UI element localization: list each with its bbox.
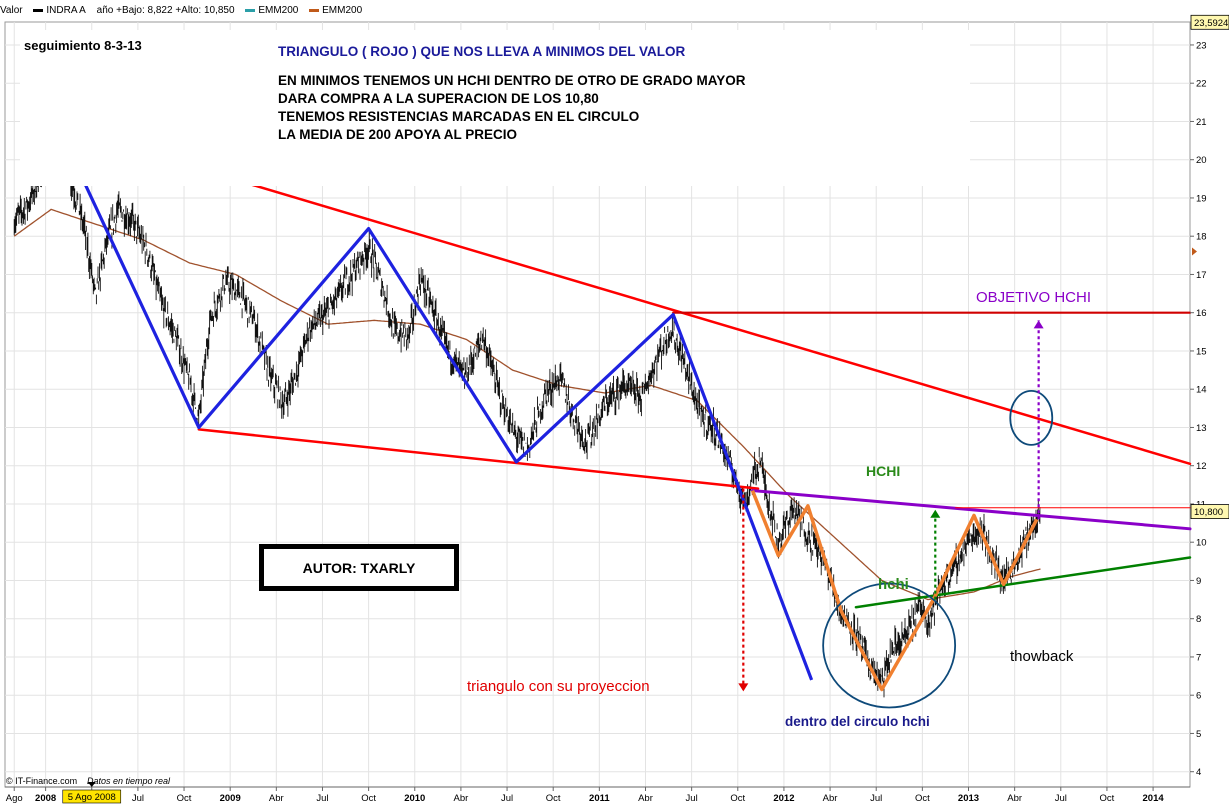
x-tick-label: Oct — [361, 793, 376, 804]
y-tick-label: 22 — [1196, 79, 1207, 90]
y-highlight-box — [1190, 14, 1229, 30]
y-tick-label: 6 — [1196, 691, 1201, 702]
triangle-projection-arrow-head — [738, 683, 749, 692]
y-tick-label: 19 — [1196, 193, 1207, 204]
chart-annotations: seguimiento 8-3-13 TRIANGULO ( ROJO ) QU… — [6, 30, 1091, 786]
x-tick-label: Jul — [1055, 793, 1067, 804]
price-bars — [13, 116, 1041, 698]
x-tick-label: Abr — [454, 793, 469, 804]
legend-label: Valor — [0, 5, 23, 16]
x-tick-label: Jul — [501, 793, 513, 804]
ema-200-line — [13, 208, 1041, 601]
legend-ema-1: EMM200 — [245, 5, 298, 16]
author-box-inner — [264, 549, 454, 586]
y-tick-label: 10 — [1196, 538, 1207, 549]
note-title: TRIANGULO ( ROJO ) QUE NOS LLEVA A MINIM… — [278, 44, 686, 59]
x-tick-label: Ago — [6, 793, 23, 804]
note-background — [20, 30, 970, 186]
y-tick-label: 23 — [1196, 40, 1207, 51]
triangle-projection-label: triangulo con su proyeccion — [467, 678, 650, 695]
x-tick-label: Oct — [915, 793, 930, 804]
x-tick-label: Oct — [730, 793, 745, 804]
cursor-date-label: 5 Ago 2008 — [68, 792, 116, 803]
x-tick-label: 2009 — [220, 793, 241, 804]
y-tick-label: 9 — [1196, 576, 1201, 587]
x-tick-label: 2013 — [958, 793, 979, 804]
legend-instrument: INDRA A — [33, 5, 86, 16]
y-tick-label: 5 — [1196, 729, 1201, 740]
y-tick-label: 18 — [1196, 232, 1207, 243]
x-tick-label: Abr — [269, 793, 284, 804]
cursor-date-box — [62, 789, 122, 804]
y-tick-label: 14 — [1196, 385, 1207, 396]
resistance-circle — [1009, 389, 1054, 446]
circle-note-label: dentro del circulo hchi — [785, 714, 930, 729]
follow-up-date: seguimiento 8-3-13 — [24, 38, 142, 53]
x-tick-label: Oct — [1100, 793, 1115, 804]
author-label: AUTOR: TXARLY — [303, 560, 416, 576]
y-tick-label: 20 — [1196, 155, 1207, 166]
legend-ema-2: EMM200 — [309, 5, 362, 16]
chart-series — [13, 116, 1041, 698]
legend-stats: año +Bajo: 8,822 +Alto: 10,850 — [96, 5, 235, 16]
throwback-label: thowback — [1010, 648, 1074, 665]
note-line-3: TENEMOS RESISTENCIAS MARCADAS EN EL CIRC… — [278, 109, 639, 124]
y-highlight-label: 23,5924 — [1194, 18, 1228, 29]
chart-overlays — [57, 125, 1192, 709]
note-line-2: DARA COMPRA A LA SUPERACION DE LOS 10,80 — [278, 91, 599, 106]
y-tick-label: 21 — [1196, 117, 1207, 128]
x-tick-label: Jul — [132, 793, 144, 804]
note-line-1: EN MINIMOS TENEMOS UN HCHI DENTRO DE OTR… — [278, 73, 746, 88]
y-tick-label: 4 — [1196, 767, 1201, 778]
y-tick-label: 17 — [1196, 270, 1207, 281]
y-tick-label: 8 — [1196, 614, 1201, 625]
objective-label: OBJETIVO HCHI — [976, 289, 1091, 306]
y-tick-label: 15 — [1196, 346, 1207, 357]
x-tick-label: 2011 — [589, 793, 610, 804]
x-tick-label: Jul — [870, 793, 882, 804]
source-label: © IT-Finance.com — [6, 776, 77, 786]
hchi-circle — [822, 582, 957, 709]
y-tick-label: 16 — [1196, 308, 1207, 319]
x-tick-label: Jul — [686, 793, 698, 804]
x-tick-label: 2008 — [35, 793, 56, 804]
x-tick-label: Jul — [316, 793, 328, 804]
note-line-4: LA MEDIA DE 200 APOYA AL PRECIO — [278, 127, 517, 142]
hchi-minor-label: hchi — [878, 576, 909, 593]
ema-last-marker — [1192, 247, 1197, 256]
x-tick-label: Abr — [638, 793, 653, 804]
objective-arrow-head — [1033, 320, 1044, 329]
orange-hchi-zigzag — [750, 489, 1039, 692]
realtime-label: Datos en tiempo real — [87, 776, 171, 786]
triangle-lower-line — [197, 428, 760, 490]
x-tick-label: Oct — [546, 793, 561, 804]
chart-legend: Valor INDRA A año +Bajo: 8,822 +Alto: 10… — [0, 5, 370, 19]
x-tick-label: 2012 — [773, 793, 794, 804]
y-tick-label: 7 — [1196, 652, 1201, 663]
chart-axes: 456789101112131415161718192021222323,592… — [5, 14, 1229, 804]
blue-wave-zigzag — [57, 126, 814, 681]
x-tick-label: Abr — [1007, 793, 1022, 804]
cursor-marker — [87, 782, 96, 787]
y-highlight-label: 10,800 — [1194, 507, 1223, 518]
minor-hchi-arrow-head — [930, 509, 941, 518]
x-tick-label: Abr — [823, 793, 838, 804]
y-tick-label: 12 — [1196, 461, 1207, 472]
y-highlight-box — [1190, 504, 1229, 520]
x-tick-label: 2010 — [404, 793, 425, 804]
hchi-major-label: HCHI — [866, 463, 900, 479]
x-tick-label: 2014 — [1143, 793, 1165, 804]
neckline-minor-line — [854, 556, 1192, 609]
y-tick-label: 13 — [1196, 423, 1207, 434]
neckline-major-line — [751, 489, 1192, 531]
x-tick-label: Oct — [177, 793, 192, 804]
